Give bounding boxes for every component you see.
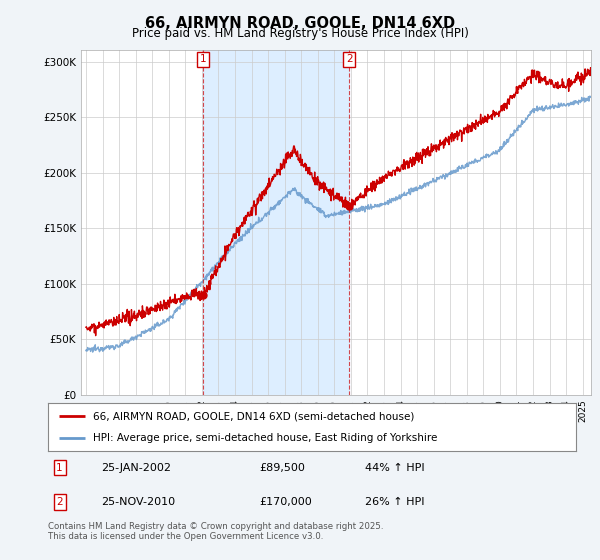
Text: 25-JAN-2002: 25-JAN-2002: [101, 463, 171, 473]
Text: 2: 2: [346, 54, 353, 64]
Text: 66, AIRMYN ROAD, GOOLE, DN14 6XD (semi-detached house): 66, AIRMYN ROAD, GOOLE, DN14 6XD (semi-d…: [93, 411, 414, 421]
Text: £89,500: £89,500: [259, 463, 305, 473]
Text: Contains HM Land Registry data © Crown copyright and database right 2025.
This d: Contains HM Land Registry data © Crown c…: [48, 522, 383, 542]
Bar: [203, 50, 349, 395]
Text: £170,000: £170,000: [259, 497, 312, 507]
Text: 26% ↑ HPI: 26% ↑ HPI: [365, 497, 424, 507]
Text: 1: 1: [200, 54, 206, 64]
Text: 1: 1: [56, 463, 63, 473]
Text: 25-NOV-2010: 25-NOV-2010: [101, 497, 175, 507]
Text: HPI: Average price, semi-detached house, East Riding of Yorkshire: HPI: Average price, semi-detached house,…: [93, 433, 437, 443]
Text: 44% ↑ HPI: 44% ↑ HPI: [365, 463, 424, 473]
Text: 66, AIRMYN ROAD, GOOLE, DN14 6XD: 66, AIRMYN ROAD, GOOLE, DN14 6XD: [145, 16, 455, 31]
Text: Price paid vs. HM Land Registry's House Price Index (HPI): Price paid vs. HM Land Registry's House …: [131, 27, 469, 40]
Text: 2: 2: [56, 497, 63, 507]
